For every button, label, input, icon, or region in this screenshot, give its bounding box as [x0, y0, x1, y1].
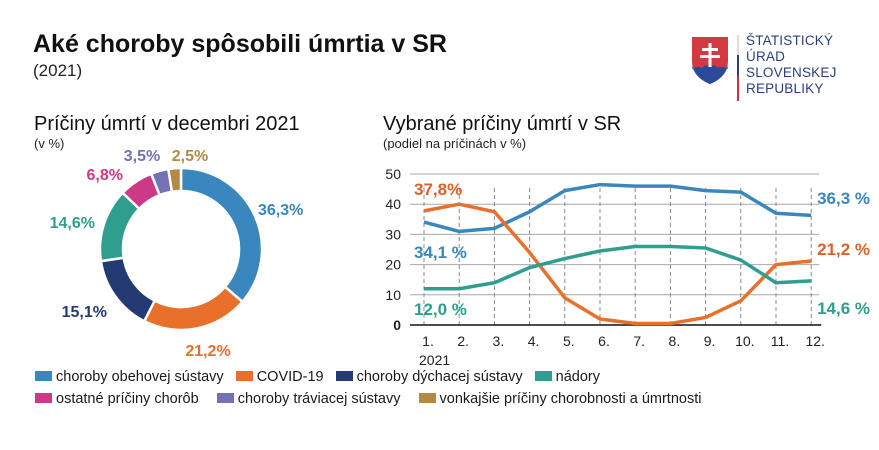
x-tick-label: 9.: [704, 333, 716, 349]
y-tick-label: 40: [385, 196, 401, 212]
x-tick-label: 12.: [805, 333, 824, 349]
donut-chart: 36,3% 21,2% 15,1% 14,6% 6,8%3,5% 2,5%: [50, 150, 304, 360]
donut-slice-label: 3,5%: [124, 150, 160, 165]
legend-swatch: [35, 371, 52, 381]
logo-divider: [737, 35, 739, 101]
x-tick-label: 2.: [457, 333, 469, 349]
page-title: Aké choroby spôsobili úmrtia v SR: [33, 30, 447, 58]
legend-item-circulatory: choroby obehovej sústavy: [35, 369, 224, 385]
series-start-label: 37,8%: [414, 180, 462, 199]
legend-item-tumors: nádory: [534, 369, 601, 385]
donut-slice-label: 14,6%: [50, 215, 95, 232]
line-chart: 0 10 20 30 40 50 1. 2. 3. 4. 5. 6. 7. 8. 9. 10. 11. 12. 2…: [385, 166, 870, 368]
legend-swatch: [418, 393, 436, 403]
legend-swatch: [534, 371, 552, 381]
x-tick-label: 10.: [735, 333, 754, 349]
line-chart-unit: (podiel na príčinách v %): [383, 136, 527, 151]
logo-line: SLOVENSKEJ: [746, 65, 837, 80]
donut-slice-label: 2,5%: [172, 150, 208, 165]
donut-slice: [166, 166, 183, 194]
y-tick-label: 30: [385, 226, 401, 242]
legend: choroby obehovej sústavy COVID-19 chorob…: [35, 369, 835, 413]
legend-label: vonkajšie príčiny chorobnosti a úmrtnost…: [439, 391, 702, 407]
series-end-label: 36,3 %: [817, 189, 870, 208]
legend-swatch: [35, 393, 52, 403]
series-line: [423, 202, 812, 326]
legend-swatch: [216, 393, 234, 403]
donut-chart-title: Príčiny úmrtí v decembri 2021: [34, 113, 300, 135]
x-tick-label: 4.: [528, 333, 540, 349]
donut-slice-label: 6,8%: [87, 167, 123, 184]
donut-slice: [142, 285, 245, 332]
series-end-label: 21,2 %: [817, 240, 870, 259]
donut-slice-label: 36,3%: [258, 202, 303, 219]
legend-item-other-diseases: ostatné príčiny chorôb: [35, 391, 199, 407]
legend-label: COVID-19: [256, 369, 324, 385]
donut-chart-unit: (v %): [34, 136, 65, 151]
donut-slice-label: 15,1%: [62, 304, 107, 321]
logo: ŠTATISTICKÝ ÚRAD SLOVENSKEJ REPUBLIKY: [690, 33, 865, 103]
donut-slice-label: 21,2%: [185, 343, 230, 360]
logo-text: ŠTATISTICKÝ ÚRAD SLOVENSKEJ REPUBLIKY: [746, 33, 837, 97]
logo-line: REPUBLIKY: [746, 81, 824, 96]
y-tick-label: 0: [393, 317, 401, 333]
legend-label: choroby obehovej sústavy: [56, 369, 224, 385]
legend-label: nádory: [555, 369, 601, 385]
legend-label: ostatné príčiny chorôb: [56, 391, 199, 407]
y-tick-label: 10: [385, 287, 401, 303]
x-tick-label: 7.: [633, 333, 645, 349]
series-end-label: 14,6 %: [817, 299, 870, 318]
series-line: [423, 182, 812, 234]
y-tick-label: 50: [385, 166, 401, 182]
x-tick-label: 5.: [563, 333, 575, 349]
slovak-coat-of-arms-icon: [692, 37, 728, 84]
legend-item-respiratory: choroby dýchacej sústavy: [335, 369, 523, 385]
donut-slice: [179, 166, 264, 304]
x-tick-label: 1.: [422, 333, 434, 349]
y-tick-label: 20: [385, 257, 401, 273]
x-tick-label: 11.: [771, 333, 789, 349]
legend-label: choroby dýchacej sústavy: [356, 369, 523, 385]
legend-item-digestive: choroby tráviacej sústavy: [216, 391, 401, 407]
line-chart-title: Vybrané príčiny úmrtí v SR: [383, 113, 622, 135]
series-start-label: 12,0 %: [414, 300, 467, 319]
logo-line: ŠTATISTICKÝ: [746, 33, 834, 48]
legend-swatch: [335, 371, 353, 381]
series-start-label: 34,1 %: [414, 243, 467, 262]
x-axis-label: 2021: [419, 352, 450, 368]
legend-swatch: [235, 371, 253, 381]
legend-item-external-causes: vonkajšie príčiny chorobnosti a úmrtnost…: [418, 391, 702, 407]
series-line: [424, 244, 812, 291]
legend-row: ostatné príčiny chorôb choroby tráviacej…: [35, 391, 835, 413]
x-tick-label: 3.: [493, 333, 505, 349]
page-subtitle: (2021): [33, 61, 83, 80]
legend-item-covid: COVID-19: [235, 369, 324, 385]
legend-row: choroby obehovej sústavy COVID-19 chorob…: [35, 369, 835, 391]
x-tick-label: 6.: [598, 333, 610, 349]
legend-label: choroby tráviacej sústavy: [237, 391, 401, 407]
x-tick-label: 8.: [669, 333, 681, 349]
donut-slice: [99, 256, 157, 323]
logo-line: ÚRAD: [746, 49, 786, 64]
